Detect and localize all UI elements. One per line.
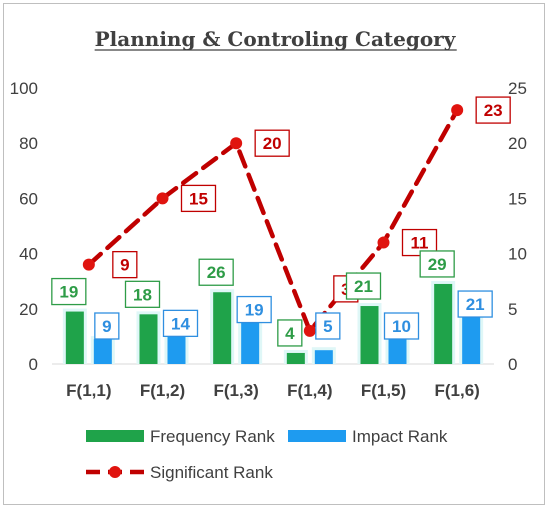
- y-right-tick-label: 0: [508, 355, 517, 374]
- category-label: F(1,5): [361, 381, 406, 400]
- impact-bar: [93, 339, 112, 364]
- impact-data-label-box: [457, 290, 493, 318]
- significant-data-label: 23: [484, 101, 503, 120]
- impact-data-label-box: [162, 309, 199, 338]
- frequency-bar: [213, 292, 232, 364]
- frequency-data-label: 29: [428, 255, 447, 274]
- y-left-tick-label: 80: [19, 134, 38, 153]
- category-label: F(1,3): [213, 381, 258, 400]
- legend-label-impact: Impact Rank: [352, 427, 448, 446]
- y-left-tick-label: 60: [19, 189, 38, 208]
- chart-title: Planning & Controling Category: [95, 27, 457, 51]
- significant-data-label-box: [475, 96, 511, 124]
- legend-label-frequency: Frequency Rank: [150, 427, 275, 446]
- frequency-data-label-box: [51, 277, 87, 306]
- category-label: F(1,2): [140, 381, 185, 400]
- legend-swatch-impact: [288, 430, 346, 442]
- frequency-data-label: 18: [133, 285, 152, 304]
- impact-data-label: 21: [466, 295, 485, 314]
- frequency-data-label-box: [345, 272, 382, 300]
- y-left-tick-label: 100: [10, 79, 38, 98]
- chart-svg: Planning & Controling Category 020406080…: [10, 27, 527, 482]
- significant-data-label: 11: [411, 234, 429, 253]
- impact-data-label: 10: [392, 317, 411, 336]
- y-right-tick-label: 25: [508, 79, 527, 98]
- impact-data-label: 9: [102, 317, 111, 336]
- impact-data-label-box: [315, 312, 341, 340]
- impact-bar: [241, 311, 260, 364]
- frequency-data-label: 4: [285, 324, 295, 343]
- significant-rank-marker: [303, 324, 316, 337]
- significant-rank-marker: [156, 192, 169, 205]
- frequency-bar: [434, 283, 453, 364]
- frequency-bar: [139, 314, 158, 364]
- category-label: F(1,4): [287, 381, 332, 400]
- y-right-tick-label: 10: [508, 245, 527, 264]
- category-label: F(1,1): [66, 381, 111, 400]
- frequency-data-label-box: [124, 280, 161, 308]
- significant-data-label: 20: [263, 134, 282, 153]
- legend-label-significant: Significant Rank: [150, 463, 273, 482]
- significant-data-label: 3: [341, 280, 350, 299]
- legend: Frequency Rank Impact Rank Significant Ran…: [86, 427, 448, 482]
- significant-data-label: 15: [189, 189, 208, 208]
- frequency-bar: [65, 311, 84, 364]
- significant-rank-marker: [230, 137, 243, 150]
- impact-data-label-box: [383, 312, 420, 340]
- y-left-tick-label: 0: [29, 355, 38, 374]
- significant-data-label: 9: [120, 256, 129, 275]
- significant-data-label-box: [180, 184, 217, 213]
- frequency-bar: [286, 352, 305, 364]
- significant-rank-marker: [451, 104, 464, 117]
- impact-data-label-box: [236, 295, 272, 324]
- significant-data-label-box: [254, 129, 290, 157]
- impact-data-label: 19: [245, 301, 264, 320]
- y-left-tick-label: 40: [19, 245, 38, 264]
- y-left-tick-label: 20: [19, 300, 38, 319]
- plot-area: 0 20 40 60 80 100 0 5 10 15 20 25 F(1,1) F(1,2) F(1,3)…: [10, 79, 527, 400]
- frequency-data-label: 19: [59, 283, 78, 302]
- significant-rank-line: [86, 107, 460, 336]
- y-right-tick-label: 20: [508, 134, 527, 153]
- frequency-data-label: 26: [207, 263, 226, 282]
- impact-bar: [314, 350, 333, 364]
- chart-frame: Planning & Controling Category 0 20 40 60 80…: [3, 3, 545, 505]
- impact-bar: [388, 336, 407, 364]
- impact-data-label-box: [94, 312, 120, 340]
- y-right-tick-label: 15: [508, 189, 527, 208]
- impact-data-label: 5: [323, 317, 332, 336]
- category-label: F(1,6): [434, 381, 479, 400]
- significant-rank-marker: [377, 236, 390, 249]
- frequency-bar: [360, 306, 379, 364]
- impact-bar: [462, 306, 481, 364]
- legend-swatch-frequency: [86, 430, 144, 442]
- significant-data-label-box: [112, 250, 138, 279]
- legend-marker-significant: [109, 466, 121, 478]
- frequency-data-label: 21: [354, 277, 373, 296]
- frequency-data-label-box: [419, 250, 455, 278]
- frequency-data-label-box: [198, 258, 234, 286]
- frequency-data-label-box: [277, 319, 303, 347]
- significant-rank-marker: [82, 258, 95, 271]
- y-right-tick-label: 5: [508, 300, 517, 319]
- impact-data-label: 14: [171, 314, 190, 333]
